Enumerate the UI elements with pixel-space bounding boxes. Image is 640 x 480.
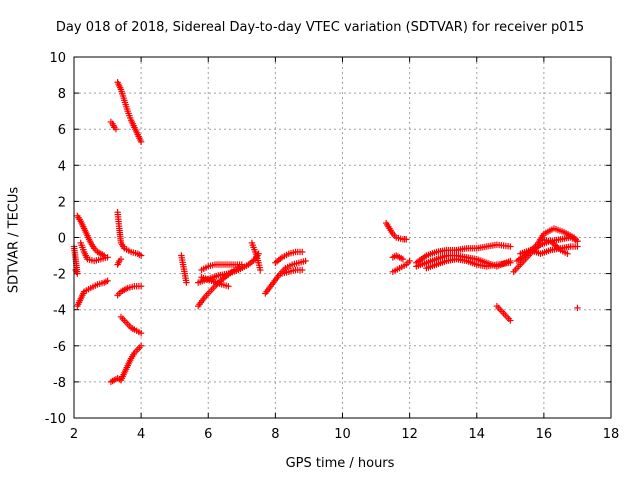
data-point xyxy=(302,257,309,265)
y-tick-label: 6 xyxy=(58,123,66,138)
x-tick-label: 6 xyxy=(204,427,212,442)
plot-frame xyxy=(73,56,612,419)
data-point xyxy=(104,277,111,285)
x-tick-label: 16 xyxy=(536,427,553,442)
data-point xyxy=(137,342,145,349)
data-point xyxy=(299,248,306,256)
y-tick-label: 10 xyxy=(49,51,66,66)
data-point xyxy=(117,255,125,263)
y-tick-label: -4 xyxy=(53,304,66,319)
data-point xyxy=(299,266,306,274)
y-tick-label: -10 xyxy=(45,412,66,427)
x-tick-label: 12 xyxy=(401,427,418,442)
data-point xyxy=(574,304,581,312)
data-point xyxy=(137,329,145,337)
y-tick-label: 2 xyxy=(58,195,66,210)
data-point xyxy=(564,250,571,257)
chart-title: Day 018 of 2018, Sidereal Day-to-day VTE… xyxy=(55,20,585,35)
data-point xyxy=(406,257,413,265)
y-tick-label: 0 xyxy=(58,232,66,247)
y-tick-label: -6 xyxy=(53,340,66,355)
data-point xyxy=(574,243,581,250)
x-tick-label: 14 xyxy=(468,427,485,442)
x-tick-label: 4 xyxy=(137,427,145,442)
data-point xyxy=(507,317,514,324)
x-tick-label: 8 xyxy=(271,427,279,442)
data-point xyxy=(104,254,111,261)
data-point xyxy=(137,252,145,259)
y-tick-label: -2 xyxy=(53,268,66,283)
data-point xyxy=(257,266,264,274)
data-point xyxy=(137,138,145,146)
data-point xyxy=(399,255,407,263)
x-tick-label: 18 xyxy=(603,427,620,442)
x-tick-label: 10 xyxy=(334,427,351,442)
data-point xyxy=(183,279,190,286)
data-point xyxy=(507,243,514,250)
data-point xyxy=(574,237,581,245)
data-point xyxy=(137,283,145,290)
data-point xyxy=(507,259,514,266)
data-point xyxy=(225,283,232,290)
data-point xyxy=(403,236,410,243)
data-points xyxy=(70,79,581,386)
y-axis-label: SDTVAR / TECUs xyxy=(6,186,22,294)
data-point xyxy=(112,126,120,133)
grid-lines xyxy=(74,57,611,418)
y-tick-label: 4 xyxy=(58,159,66,174)
y-tick-label: 8 xyxy=(58,87,66,102)
tick-labels: 2 4 6 8 10 12 14 16 18 10 8 6 4 2 0 -2 -4 -6 -8 -10 xyxy=(45,51,620,442)
y-tick-label: -8 xyxy=(53,376,66,391)
x-tick-label: 2 xyxy=(70,427,78,442)
x-axis-label: GPS time / hours xyxy=(285,456,395,471)
